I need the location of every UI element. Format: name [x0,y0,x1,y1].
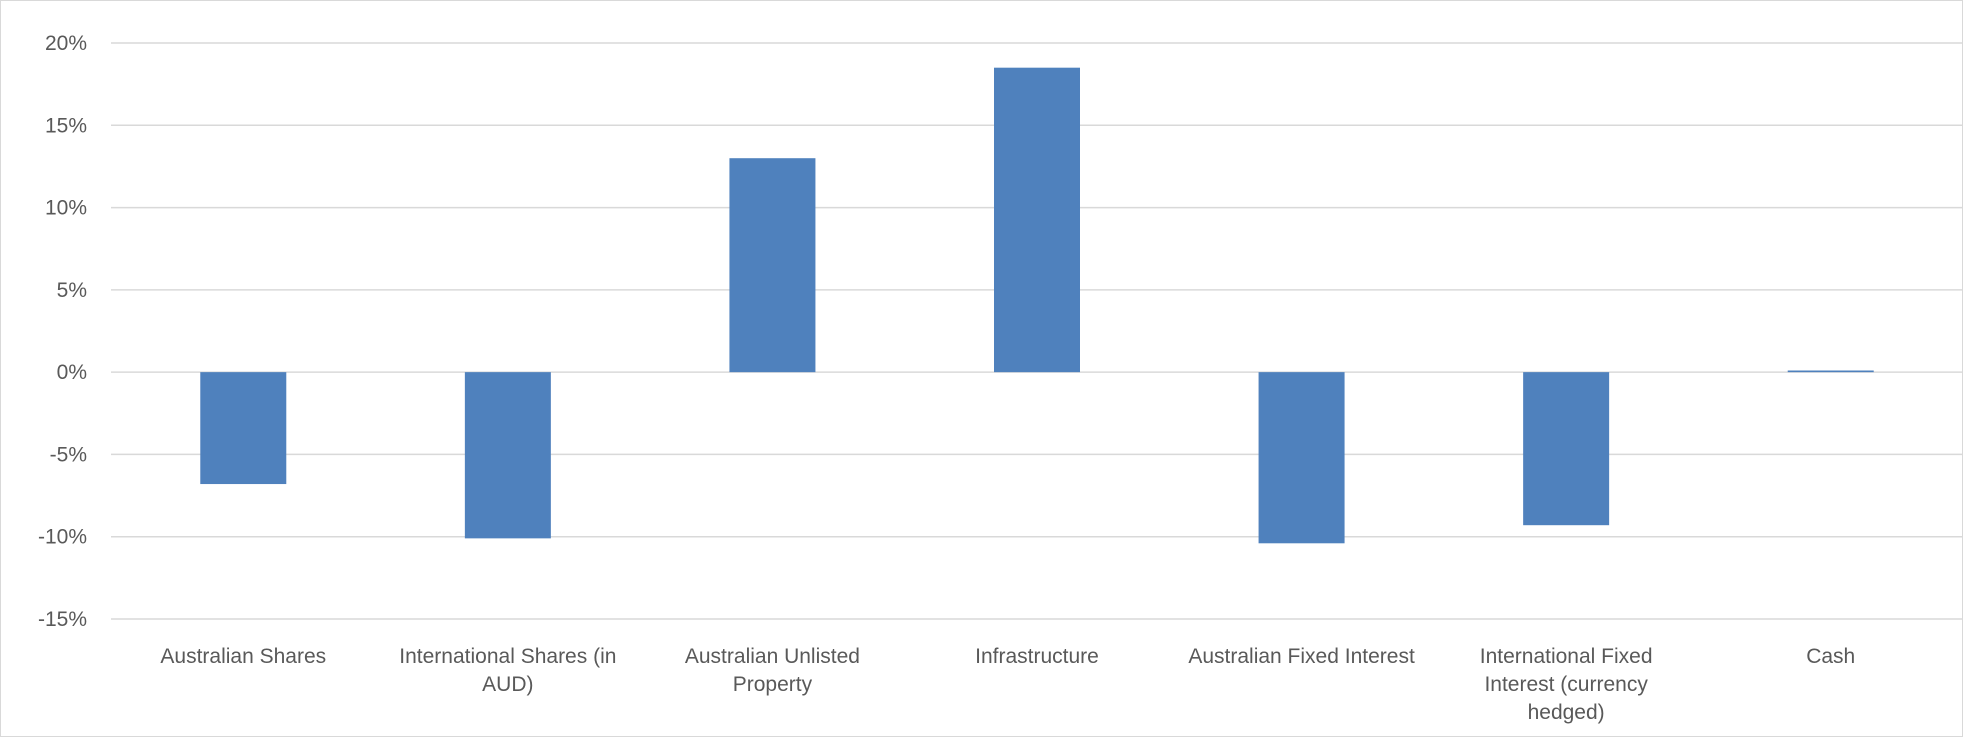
x-category-label: Cash [1806,645,1855,668]
bar [994,67,1080,373]
y-tick-label: 15% [45,114,87,137]
y-tick-label: 20% [45,32,87,55]
bars [200,67,1874,544]
x-category-label: Australian Shares [160,645,326,668]
y-tick-label: -5% [50,443,87,466]
x-category-label: Australian Unlisted Property [685,645,860,696]
y-tick-label: 0% [57,361,87,384]
bar [1258,372,1345,544]
bar [729,158,816,373]
bar [1787,370,1874,373]
x-axis-labels: Australian Shares International Shares (i… [160,645,1855,724]
bar [464,372,551,539]
y-tick-label: 10% [45,197,87,220]
x-category-label: Infrastructure [975,645,1099,668]
bar [200,372,287,485]
x-category-label: International Shares (in AUD) [399,645,616,696]
y-axis-ticks: 20% 15% 10% 5% 0% -5% -10% -15% [38,32,87,631]
x-category-label: Australian Fixed Interest [1188,645,1415,668]
y-tick-label: -15% [38,608,87,631]
y-tick-label: 5% [57,279,87,302]
y-tick-label: -10% [38,526,87,549]
bar [1523,372,1610,526]
x-category-label: International Fixed Interest (currency hed… [1480,645,1653,724]
